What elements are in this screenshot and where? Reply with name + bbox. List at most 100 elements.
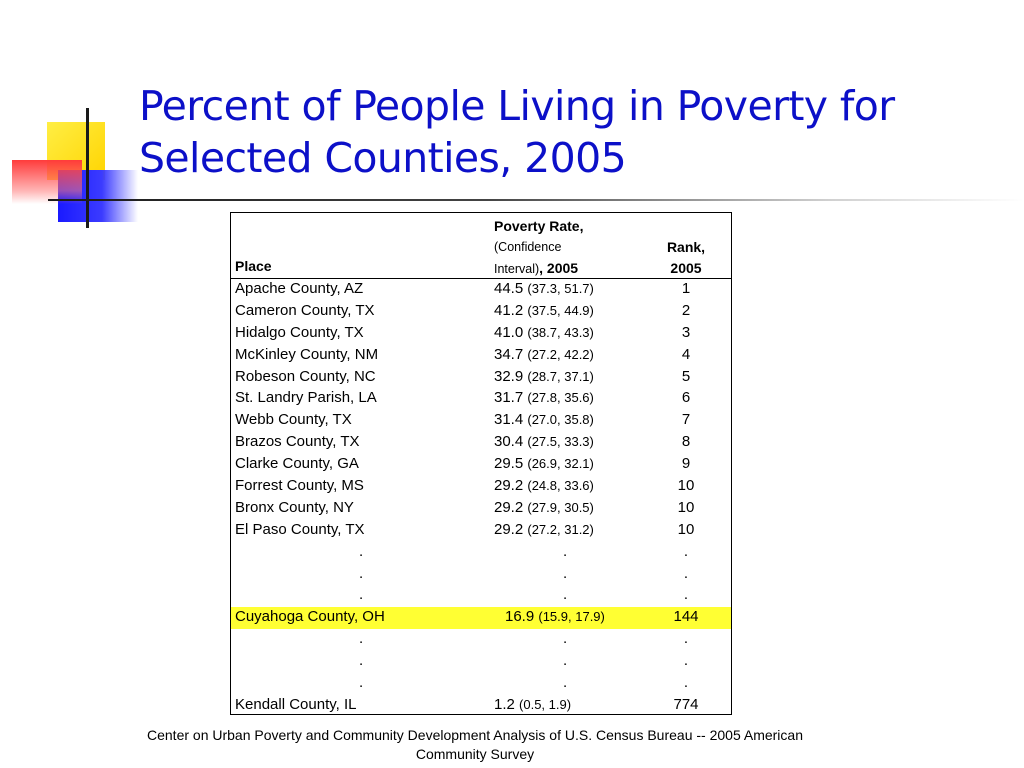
table-row: St. Landry Parish, LA 31.7 (27.8, 35.6) 6 — [231, 388, 731, 410]
cell-place: Robeson County, NC — [235, 367, 376, 385]
cell-rank: . — [683, 586, 689, 604]
header-rate-line2: (Confidence — [494, 240, 562, 254]
cell-rank: . — [683, 542, 689, 560]
cell-poverty-rate: . — [563, 674, 567, 691]
cell-poverty-rate: 29.2 (27.9, 30.5) — [494, 499, 594, 516]
cell-poverty-rate: 32.9 (28.7, 37.1) — [494, 368, 594, 385]
header-poverty-rate: Poverty Rate, (Confidence Interval), 200… — [494, 216, 583, 280]
cell-poverty-rate: . — [563, 586, 567, 603]
cell-poverty-rate: 29.2 (27.2, 31.2) — [494, 521, 594, 538]
cell-confidence-interval: (37.5, 44.9) — [527, 302, 594, 318]
slide-title: Percent of People Living in Poverty for … — [139, 82, 895, 182]
header-rate-line3a: Interval) — [494, 262, 540, 276]
cell-place: . — [359, 586, 364, 604]
cell-poverty-rate: . — [563, 565, 567, 582]
cell-rank: 8 — [681, 433, 691, 451]
cell-rank: 10 — [677, 498, 695, 516]
table-row: Webb County, TX 31.4 (27.0, 35.8) 7 — [231, 410, 731, 432]
source-footer: Center on Urban Poverty and Community De… — [147, 727, 803, 762]
cell-place: . — [359, 674, 364, 692]
cell-rate-value: . — [563, 542, 568, 560]
decor-red-square — [12, 160, 82, 204]
table-row: El Paso County, TX 29.2 (27.2, 31.2) 10 — [231, 520, 731, 542]
cell-rank: 3 — [681, 323, 691, 341]
cell-poverty-rate: 41.0 (38.7, 43.3) — [494, 324, 594, 341]
cell-rate-value: 29.2 — [494, 520, 524, 538]
cell-rate-value: . — [563, 564, 568, 582]
cell-place: Hidalgo County, TX — [235, 323, 364, 341]
cell-place: Kendall County, IL — [235, 695, 357, 713]
cell-confidence-interval: (37.3, 51.7) — [527, 281, 594, 296]
cell-confidence-interval: (28.7, 37.1) — [527, 368, 594, 384]
table-row-highlighted: Cuyahoga County, OH 16.9 (15.9, 17.9) 144 — [231, 607, 731, 630]
cell-rate-value: . — [563, 586, 568, 604]
cell-rank: 4 — [681, 345, 691, 363]
table-row: ... — [231, 564, 731, 586]
cell-rate-value: 31.7 — [494, 389, 524, 407]
cell-rank: 7 — [681, 411, 691, 429]
cell-confidence-interval: (24.8, 33.6) — [527, 478, 594, 494]
cell-rank: 144 — [673, 608, 699, 626]
cell-place: McKinley County, NM — [235, 345, 379, 363]
cell-confidence-interval: (26.9, 32.1) — [527, 456, 594, 472]
cell-poverty-rate: . — [563, 543, 567, 560]
cell-rank: . — [683, 652, 689, 670]
table-row: Robeson County, NC 32.9 (28.7, 37.1) 5 — [231, 367, 731, 389]
table-row: ... — [231, 585, 731, 607]
cell-place: St. Landry Parish, LA — [235, 389, 377, 407]
cell-confidence-interval: (38.7, 43.3) — [527, 324, 594, 340]
cell-confidence-interval: (0.5, 1.9) — [519, 696, 572, 712]
table-header: Place Poverty Rate, (Confidence Interval… — [231, 213, 731, 279]
cell-poverty-rate: 41.2 (37.5, 44.9) — [494, 302, 594, 319]
table-row: Forrest County, MS 29.2 (24.8, 33.6) 10 — [231, 476, 731, 498]
cell-poverty-rate: 29.5 (26.9, 32.1) — [494, 455, 594, 472]
cell-place: Cuyahoga County, OH — [235, 608, 385, 626]
cell-poverty-rate: 1.2 (0.5, 1.9) — [494, 696, 571, 713]
header-rate-line3b: , 2005 — [539, 260, 579, 276]
table-row: ... — [231, 651, 731, 673]
table-row: McKinley County, NM 34.7 (27.2, 42.2) 4 — [231, 345, 731, 367]
cell-place: . — [359, 564, 364, 582]
cell-confidence-interval: (27.9, 30.5) — [527, 499, 594, 515]
table-row: Brazos County, TX 30.4 (27.5, 33.3) 8 — [231, 432, 731, 454]
cell-rate-value: . — [563, 630, 568, 648]
table-row: Hidalgo County, TX 41.0 (38.7, 43.3) 3 — [231, 323, 731, 345]
cell-poverty-rate: 16.9 (15.9, 17.9) — [505, 608, 605, 625]
title-underline — [48, 199, 1024, 201]
cell-rank: 9 — [681, 455, 691, 473]
cell-place: Brazos County, TX — [235, 433, 360, 451]
cell-rate-value: 1.2 — [494, 695, 515, 713]
table-row: Cameron County, TX 41.2 (37.5, 44.9) 2 — [231, 301, 731, 323]
cell-rank: 1 — [681, 280, 691, 297]
cell-poverty-rate: . — [563, 652, 567, 669]
cell-place: . — [359, 630, 364, 648]
cell-rate-value: 41.2 — [494, 301, 524, 319]
cell-poverty-rate: 29.2 (24.8, 33.6) — [494, 477, 594, 494]
cell-poverty-rate: 31.7 (27.8, 35.6) — [494, 389, 594, 406]
cell-poverty-rate: 34.7 (27.2, 42.2) — [494, 346, 594, 363]
cell-place: Apache County, AZ — [235, 280, 364, 297]
table-row: ... — [231, 673, 731, 695]
cell-rank: . — [683, 674, 689, 692]
cell-rank: 2 — [681, 301, 691, 319]
cell-rate-value: 30.4 — [494, 433, 524, 451]
cell-confidence-interval: (27.8, 35.6) — [527, 390, 594, 406]
cell-rank: 10 — [677, 477, 695, 495]
table-row: Clarke County, GA 29.5 (26.9, 32.1) 9 — [231, 454, 731, 476]
table-body: Apache County, AZ 44.5 (37.3, 51.7) 1 Camer… — [231, 279, 731, 717]
cell-confidence-interval: (15.9, 17.9) — [538, 609, 605, 625]
cell-place: Clarke County, GA — [235, 455, 359, 473]
cell-place: . — [359, 542, 364, 560]
header-rank-line2: 2005 — [670, 260, 702, 276]
cell-rate-value: 31.4 — [494, 411, 524, 429]
cell-place: Bronx County, NY — [235, 498, 354, 516]
cell-rate-value: . — [563, 674, 568, 692]
cell-place: Forrest County, MS — [235, 477, 364, 495]
decor-vertical-line — [86, 108, 89, 228]
cell-rate-value: 29.2 — [494, 477, 524, 495]
cell-rate-value: . — [563, 652, 568, 670]
cell-poverty-rate: 30.4 (27.5, 33.3) — [494, 433, 594, 450]
header-rank: Rank, 2005 — [646, 237, 726, 279]
cell-rank: 774 — [673, 695, 699, 713]
cell-confidence-interval: (27.2, 42.2) — [527, 346, 594, 362]
